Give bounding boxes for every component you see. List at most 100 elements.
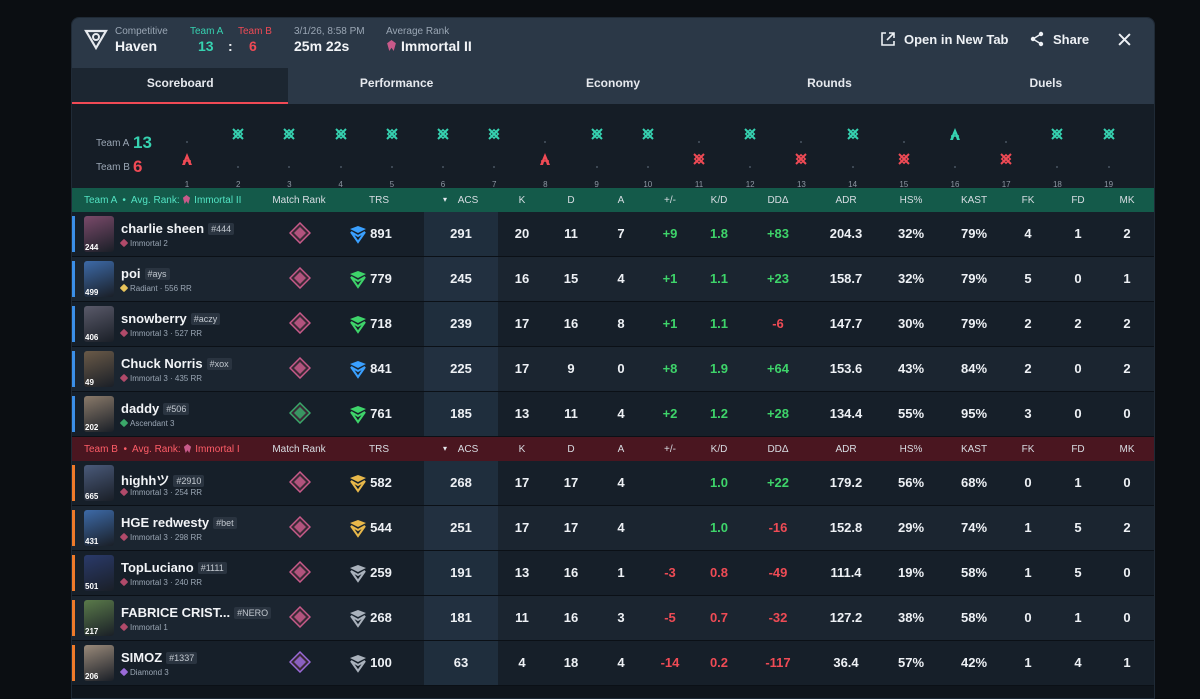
column-header-kast[interactable]: KAST (960, 444, 988, 455)
column-header-fk[interactable]: FK (1021, 195, 1035, 206)
defuse-round-icon[interactable] (1102, 127, 1116, 141)
stat-kast: 79% (960, 316, 988, 331)
defuse-round-icon[interactable] (590, 127, 604, 141)
defuse-round-icon[interactable] (846, 127, 860, 141)
timeline-empty-dot (1107, 166, 1110, 168)
defuse-round-icon[interactable] (487, 127, 501, 141)
column-header-fk[interactable]: FK (1021, 444, 1035, 455)
close-icon[interactable] (1118, 33, 1131, 46)
player-row[interactable]: 665 highhツ #2910 Immortal 3 · 254 RR 582 268 1… (72, 461, 1154, 506)
column-header-match-rank[interactable]: Match Rank (272, 195, 326, 206)
defuse-round-icon[interactable] (1050, 127, 1064, 141)
column-header-d[interactable]: D (567, 444, 575, 455)
player-name[interactable]: SIMOZ #1337 (121, 650, 198, 665)
player-name-text: FABRICE CRIST... (121, 605, 231, 620)
stat-kast: 58% (960, 565, 988, 580)
player-row[interactable]: 217 FABRICE CRIST... #NERO Immortal 1 268 181… (72, 596, 1154, 641)
player-name[interactable]: poi #ays (121, 266, 170, 281)
player-level: 406 (85, 333, 99, 342)
player-row[interactable]: 202 daddy #506 Ascendant 3 761 185 13 11 4 +2 1.2 +… (72, 392, 1154, 437)
tab-economy[interactable]: Economy (586, 76, 641, 90)
player-row[interactable]: 499 poi #ays Radiant · 556 RR 779 245 16 15 4 +1 1… (72, 257, 1154, 302)
player-avatar[interactable]: 217 (84, 600, 114, 636)
column-header-hs-[interactable]: HS% (899, 444, 923, 455)
player-row[interactable]: 49 Chuck Norris #xox Immortal 3 · 435 RR 841… (72, 347, 1154, 392)
player-name[interactable]: highhツ #2910 (121, 470, 205, 489)
player-name[interactable]: Chuck Norris #xox (121, 356, 232, 371)
tab-duels[interactable]: Duels (1029, 76, 1063, 90)
player-name-text: snowberry (121, 311, 187, 326)
column-header-hs-[interactable]: HS% (899, 195, 923, 206)
player-tag: #444 (208, 223, 235, 235)
player-row[interactable]: 244 charlie sheen #444 Immortal 2 891 291 20 11… (72, 212, 1154, 257)
tab-rounds[interactable]: Rounds (807, 76, 852, 90)
player-name[interactable]: charlie sheen #444 (121, 221, 235, 236)
column-header-trs[interactable]: TRS (369, 444, 389, 455)
player-row[interactable]: 501 TopLuciano #1111 Immortal 3 · 240 RR 259… (72, 551, 1154, 596)
tab-scoreboard[interactable]: Scoreboard (72, 68, 289, 104)
column-header--[interactable]: +/- (664, 444, 676, 455)
column-header-adr[interactable]: ADR (835, 195, 857, 206)
player-row[interactable]: 406 snowberry #aczy Immortal 3 · 527 RR 718 2… (72, 302, 1154, 347)
defuse-round-icon[interactable] (231, 127, 245, 141)
stat-mk: 2 (1123, 226, 1131, 241)
defuse-round-icon[interactable] (743, 127, 757, 141)
defuse-round-icon[interactable] (436, 127, 450, 141)
defuse-round-icon[interactable] (641, 127, 655, 141)
defuse-round-icon[interactable] (692, 152, 706, 166)
column-header-k-d[interactable]: K/D (710, 195, 728, 206)
column-header-mk[interactable]: MK (1119, 444, 1135, 455)
open-new-tab-button[interactable]: Open in New Tab (880, 31, 1009, 47)
stat-pm: +2 (662, 406, 678, 421)
elimination-round-icon[interactable] (180, 152, 194, 166)
column-header-adr[interactable]: ADR (835, 444, 857, 455)
column-header-k[interactable]: K (518, 444, 526, 455)
column-header-k-d[interactable]: K/D (710, 444, 728, 455)
column-header--[interactable]: +/- (664, 195, 676, 206)
column-header-trs[interactable]: TRS (369, 195, 389, 206)
player-avatar[interactable]: 665 (84, 465, 114, 501)
stat-kast: 42% (960, 655, 988, 670)
column-header-a[interactable]: A (617, 195, 625, 206)
column-header-dd-[interactable]: DDΔ (767, 444, 789, 455)
player-row[interactable]: 431 HGE redwesty #bet Immortal 3 · 298 RR 54… (72, 506, 1154, 551)
player-name[interactable]: snowberry #aczy (121, 311, 221, 326)
column-header-k[interactable]: K (518, 195, 526, 206)
defuse-round-icon[interactable] (282, 127, 296, 141)
acs-column-highlight (424, 596, 498, 640)
defuse-round-icon[interactable] (334, 127, 348, 141)
tab-performance[interactable]: Performance (359, 76, 434, 90)
column-header-a[interactable]: A (617, 444, 625, 455)
player-name[interactable]: FABRICE CRIST... #NERO (121, 605, 272, 620)
elimination-round-icon[interactable] (948, 127, 962, 141)
player-avatar[interactable]: 202 (84, 396, 114, 432)
column-header-mk[interactable]: MK (1119, 195, 1135, 206)
defuse-round-icon[interactable] (385, 127, 399, 141)
stat-hs: 43% (897, 361, 925, 376)
column-header-fd[interactable]: FD (1071, 444, 1085, 455)
column-header-d[interactable]: D (567, 195, 575, 206)
elimination-round-icon[interactable] (538, 152, 552, 166)
defuse-round-icon[interactable] (794, 152, 808, 166)
defuse-round-icon[interactable] (897, 152, 911, 166)
stat-fk: 1 (1024, 655, 1032, 670)
player-name[interactable]: daddy #506 (121, 401, 190, 416)
player-avatar[interactable]: 499 (84, 261, 114, 297)
column-header-acs[interactable]: ACS (457, 195, 479, 206)
share-button[interactable]: Share (1029, 31, 1089, 47)
player-name[interactable]: HGE redwesty #bet (121, 515, 237, 530)
player-avatar[interactable]: 244 (84, 216, 114, 252)
column-header-kast[interactable]: KAST (960, 195, 988, 206)
open-new-tab-label: Open in New Tab (904, 31, 1009, 47)
player-avatar[interactable]: 406 (84, 306, 114, 342)
player-avatar[interactable]: 501 (84, 555, 114, 591)
player-avatar[interactable]: 49 (84, 351, 114, 387)
column-header-match-rank[interactable]: Match Rank (272, 444, 326, 455)
column-header-fd[interactable]: FD (1071, 195, 1085, 206)
defuse-round-icon[interactable] (999, 152, 1013, 166)
column-header-acs[interactable]: ACS (457, 444, 479, 455)
player-avatar[interactable]: 431 (84, 510, 114, 546)
column-header-dd-[interactable]: DDΔ (767, 195, 789, 206)
player-row[interactable]: 206 SIMOZ #1337 Diamond 3 100 63 4 18 4 -14 0.2 -11… (72, 641, 1154, 686)
player-name[interactable]: TopLuciano #1111 (121, 560, 227, 575)
